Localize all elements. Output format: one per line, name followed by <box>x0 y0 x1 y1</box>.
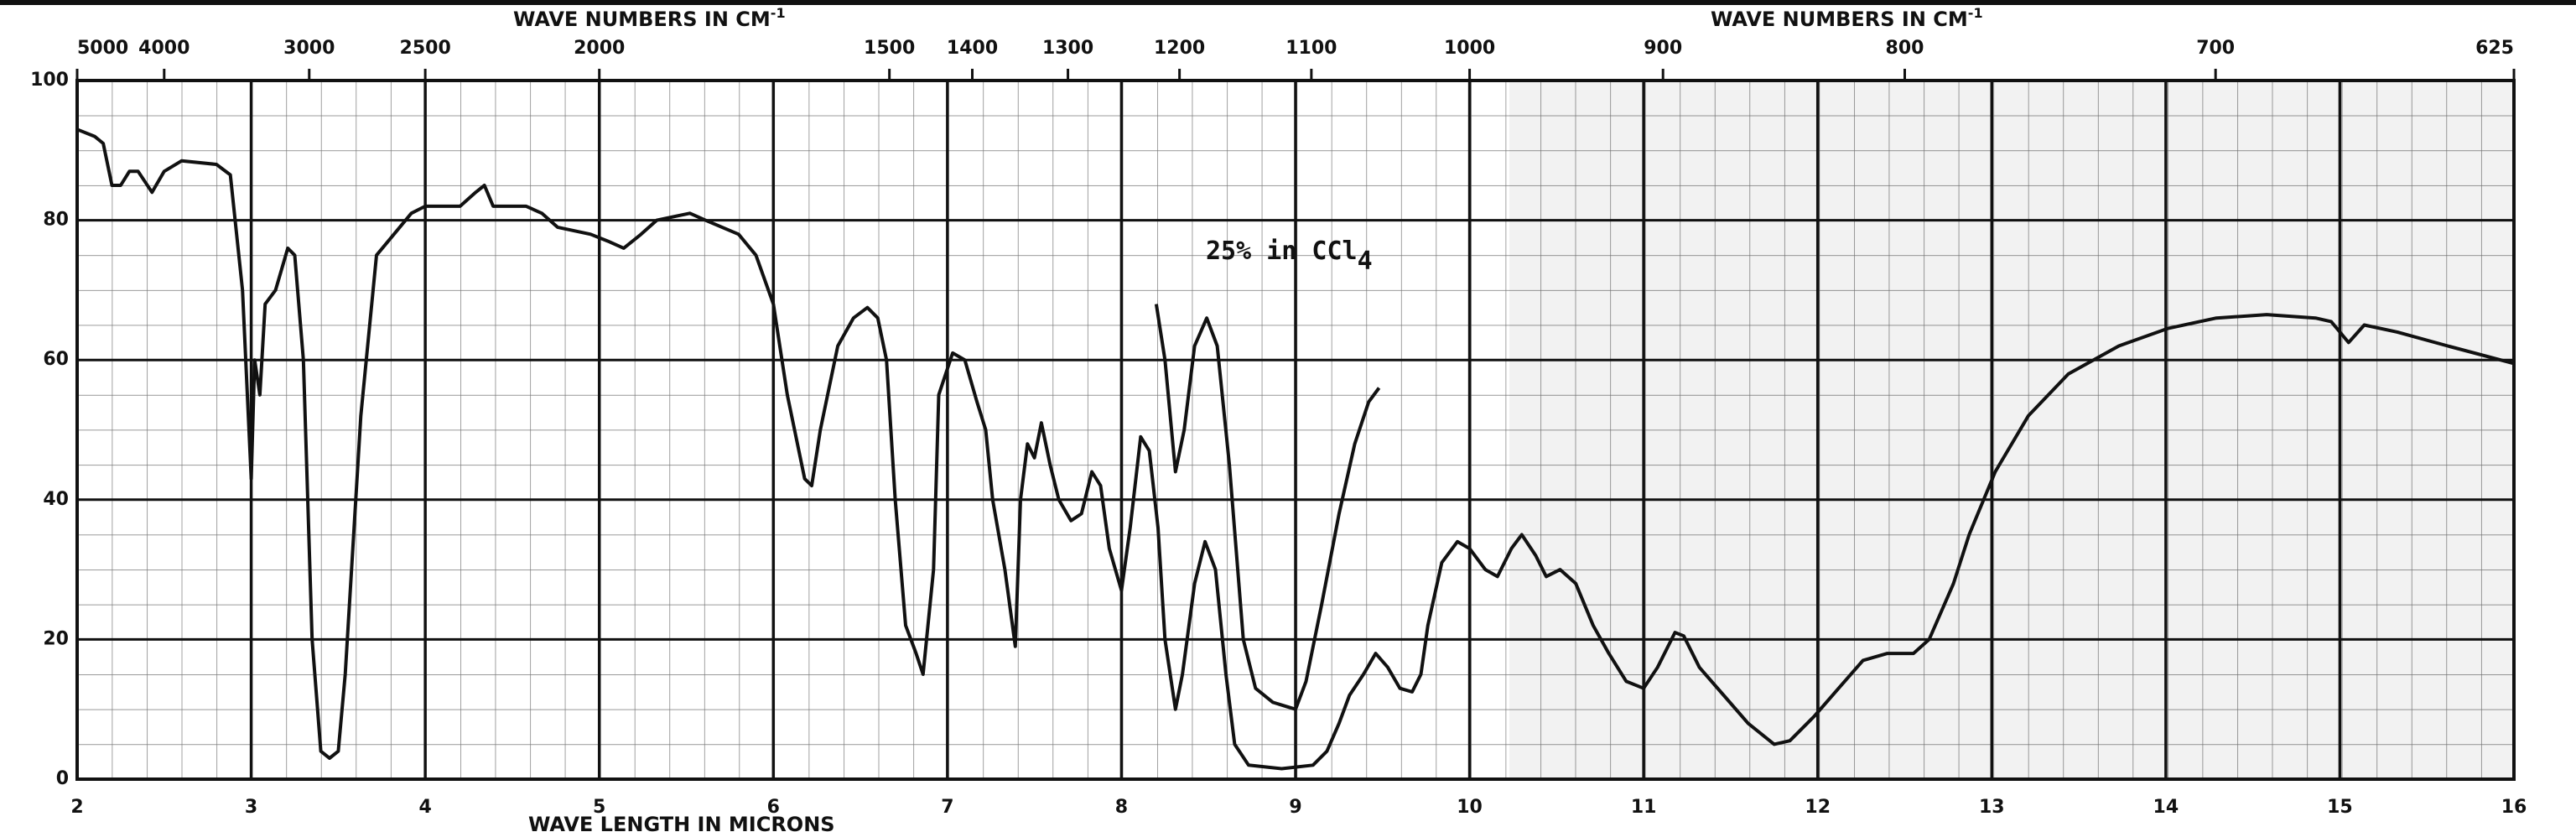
x-tick-label: 6 <box>767 797 780 818</box>
x-tick-label: 12 <box>1805 797 1831 818</box>
x2-label: WAVE NUMBERS IN CM-1 <box>1711 5 1983 32</box>
x-tick-label: 13 <box>1979 797 2005 818</box>
x2-tick-label: 2000 <box>574 38 625 59</box>
y-tick-label: 80 <box>43 210 69 231</box>
x-tick-label: 5 <box>593 797 605 818</box>
x-tick-label: 15 <box>2327 797 2353 818</box>
x2-tick-label: 1400 <box>947 38 998 59</box>
x2-label-text: WAVE NUMBERS IN CM <box>1711 8 1968 31</box>
y-tick-label: 60 <box>43 349 69 370</box>
x2-tick-label: 5000 <box>77 38 128 59</box>
x2-label-text: WAVE NUMBERS IN CM <box>513 8 771 31</box>
x2-label-sup: -1 <box>771 5 786 21</box>
x-tick-label: 4 <box>418 797 431 818</box>
x2-tick-label: 1200 <box>1154 38 1205 59</box>
x2-tick-label: 1000 <box>1444 38 1495 59</box>
annotation-text: 25% in CCl <box>1206 237 1358 266</box>
x2-label-sup: -1 <box>1968 5 1983 21</box>
annotation-subscript: 4 <box>1358 247 1373 276</box>
x2-tick-label: 700 <box>2196 38 2235 59</box>
x2-tick-label: 900 <box>1644 38 1682 59</box>
x2-tick-label: 2500 <box>400 38 451 59</box>
x2-tick-label: 4000 <box>138 38 190 59</box>
spectrum-line <box>1154 304 1381 711</box>
x-tick-label: 14 <box>2153 797 2179 818</box>
x-tick-label: 9 <box>1289 797 1301 818</box>
x-tick-label: 7 <box>941 797 953 818</box>
x-tick-label: 8 <box>1115 797 1128 818</box>
x-tick-label: 11 <box>1631 797 1657 818</box>
x2-label: WAVE NUMBERS IN CM-1 <box>513 5 786 32</box>
x-tick-label: 16 <box>2501 797 2527 818</box>
x-tick-label: 3 <box>245 797 257 818</box>
shaded-region <box>1509 81 2514 779</box>
x2-tick-label: 1500 <box>864 38 915 59</box>
x2-tick-label: 800 <box>1886 38 1924 59</box>
y-tick-label: 100 <box>30 70 69 91</box>
annotation: 25% in CCl4 <box>1206 237 1373 276</box>
x2-tick-label: 3000 <box>283 38 335 59</box>
x2-tick-label: 1300 <box>1042 38 1093 59</box>
spectrum-line <box>76 127 2515 771</box>
y-tick-label: 0 <box>56 768 69 789</box>
x-tick-label: 10 <box>1457 797 1483 818</box>
y-tick-label: 40 <box>43 489 69 510</box>
x2-tick-label: 625 <box>2475 38 2514 59</box>
x-label: WAVE LENGTH IN MICRONS <box>528 813 835 832</box>
x2-tick-label: 1100 <box>1285 38 1337 59</box>
x-tick-label: 2 <box>70 797 83 818</box>
y-tick-label: 20 <box>43 628 69 649</box>
